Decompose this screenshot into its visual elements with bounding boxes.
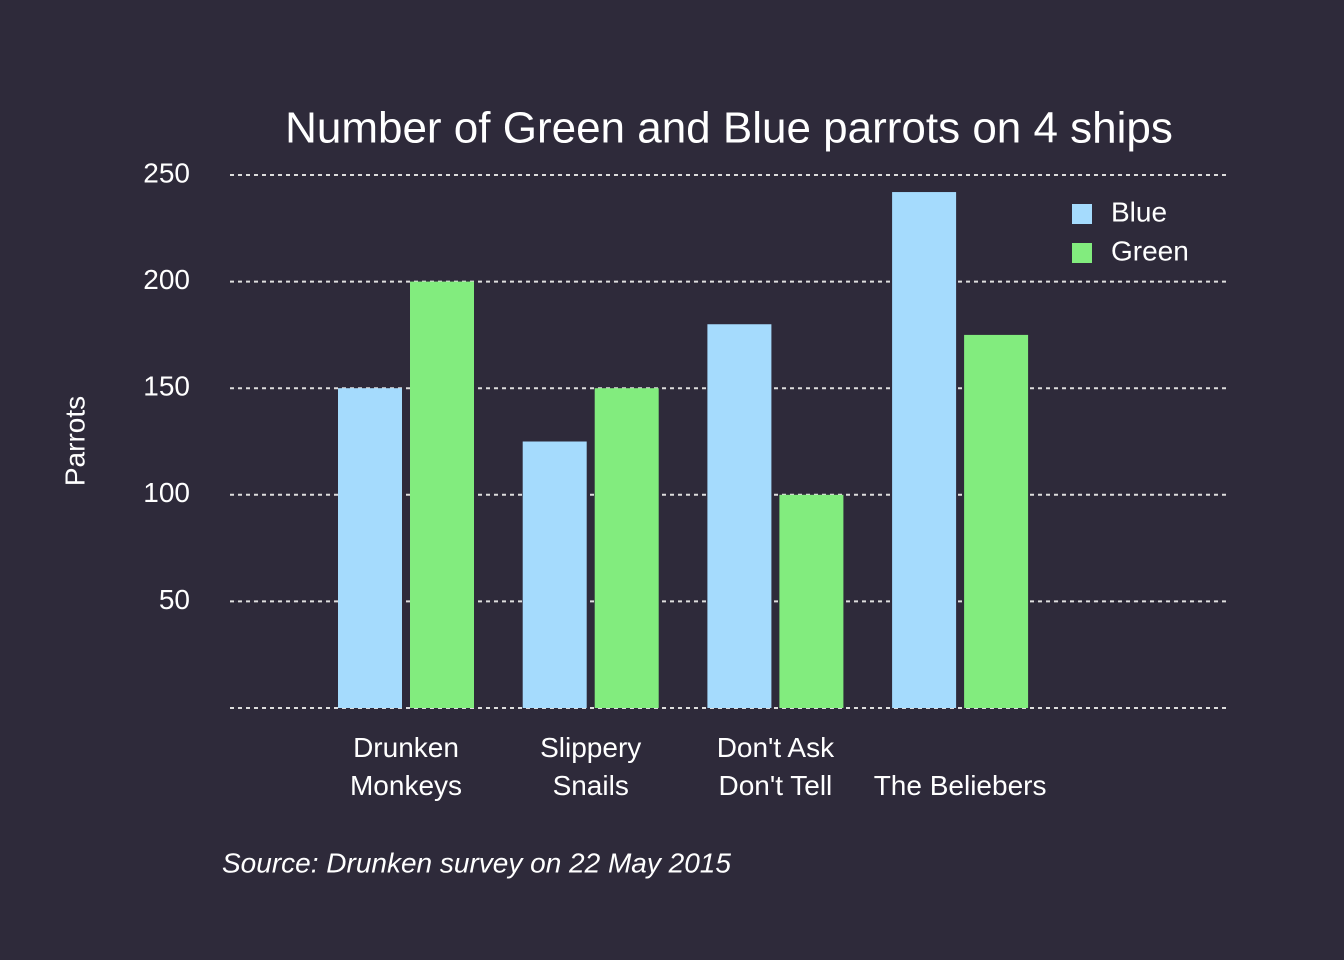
bar	[338, 388, 402, 708]
x-tick-label: The Beliebers	[874, 770, 1047, 801]
y-tick-label: 150	[143, 371, 190, 402]
x-tick-label-line: Snails	[553, 770, 629, 801]
legend-label: Blue	[1111, 196, 1167, 227]
source-note: Source: Drunken survey on 22 May 2015	[222, 847, 731, 878]
x-tick-label-line: Don't Tell	[719, 770, 833, 801]
bar	[779, 494, 844, 708]
x-tick-label: Drunken Monkeys	[350, 732, 462, 801]
x-tick-label-line: Don't Ask	[717, 732, 835, 763]
chart-title: Number of Green and Blue parrots on 4 sh…	[285, 104, 1173, 153]
bar	[707, 324, 772, 708]
y-tick-label: 50	[159, 584, 190, 615]
legend-swatch	[1072, 243, 1092, 263]
y-tick-label: 200	[143, 264, 190, 295]
y-tick-label: 250	[143, 157, 190, 188]
legend-label: Green	[1111, 235, 1189, 266]
bar	[522, 441, 587, 708]
x-tick-label-line: Monkeys	[350, 770, 462, 801]
bar	[594, 388, 659, 708]
x-tick-label-line: Drunken	[353, 732, 459, 763]
y-axis-label: Parrots	[59, 396, 90, 486]
bar	[410, 281, 474, 708]
x-tick-label-line: Slippery	[540, 732, 641, 763]
x-tick-label: Slippery Snails	[540, 732, 641, 801]
x-tick-label-line: The Beliebers	[874, 770, 1047, 801]
bar	[964, 334, 1029, 708]
x-tick-label: Don't Ask Don't Tell	[717, 732, 835, 801]
legend-swatch	[1072, 204, 1092, 224]
bar	[892, 192, 957, 708]
y-tick-label: 100	[143, 477, 190, 508]
